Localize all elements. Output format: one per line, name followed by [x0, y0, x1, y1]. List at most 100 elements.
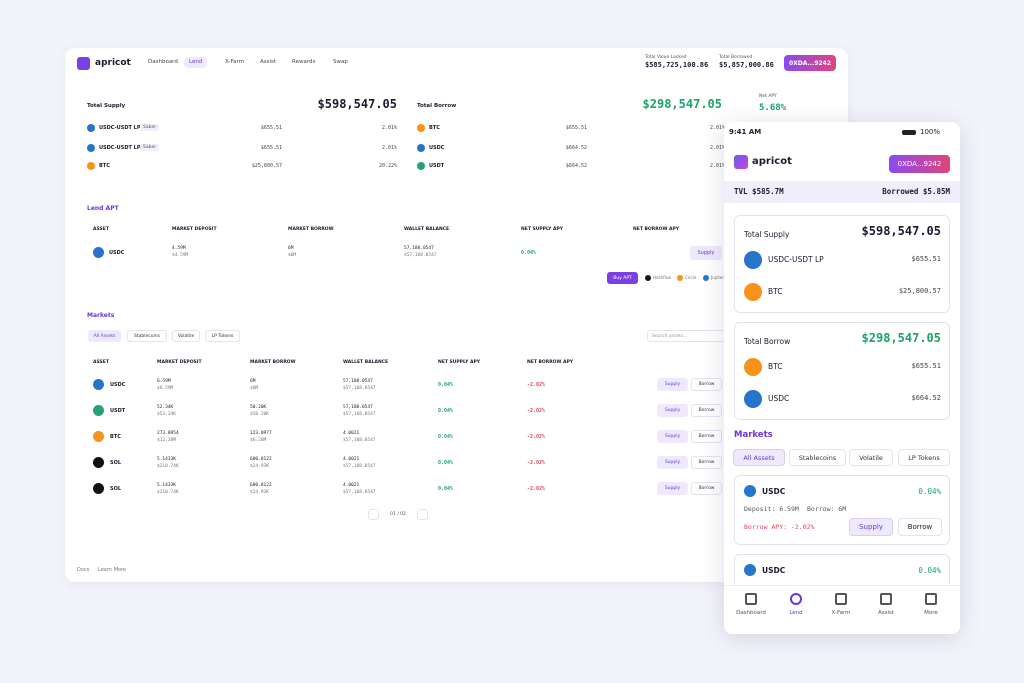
tab-label[interactable]: Dashboard — [736, 610, 766, 616]
filter-chip[interactable]: Volatile — [849, 449, 893, 466]
borrow-apy: -2.02% — [527, 382, 546, 388]
asset-amount: $655.51 — [565, 125, 587, 131]
stat-label: Total Borrowed — [719, 55, 753, 60]
filter-chip[interactable]: Stablecoins — [789, 449, 846, 466]
wallet-button[interactable]: 0XDA...9242 — [784, 55, 836, 71]
asset-icon — [744, 564, 756, 576]
asset-icon — [744, 283, 762, 301]
cell-secondary: $57,188.0547 — [343, 464, 376, 469]
tab-label[interactable]: More — [924, 610, 938, 616]
asset-amount: $664.52 — [565, 145, 587, 151]
cell-primary: 5.1433K — [157, 457, 176, 462]
wallet-button[interactable]: 0XDA...9242 — [889, 155, 950, 173]
buy-button[interactable]: Buy APT — [607, 272, 638, 284]
filter-chip[interactable]: All Assets — [733, 449, 785, 466]
card-total: $298,547.05 — [861, 331, 941, 345]
supply-apy: 0.04% — [438, 408, 454, 414]
borrow-button[interactable]: Borrow — [898, 518, 942, 536]
asset-icon — [93, 405, 104, 416]
stat-value: $585,725,100.86 — [645, 61, 709, 69]
cell-secondary: $57,188.0547 — [343, 412, 376, 417]
nav-item[interactable]: Lend — [184, 57, 208, 68]
nav-item[interactable]: Assist — [260, 59, 277, 65]
asset-icon — [93, 247, 104, 258]
tab-icon[interactable] — [925, 593, 937, 605]
cell-secondary: $50.20K — [250, 412, 269, 417]
asset-name: SOL — [110, 460, 122, 466]
asset-name: USDC-USDT LP — [99, 125, 141, 131]
partner-name[interactable]: Circle — [685, 275, 697, 280]
tab-icon[interactable] — [880, 593, 892, 605]
filter-chip[interactable]: All Assets — [88, 330, 121, 342]
logo-icon — [77, 57, 90, 70]
supply-button[interactable]: Supply — [657, 482, 688, 495]
footer-link[interactable]: Docs — [77, 567, 90, 573]
borrowed: Borrowed $5.85M — [882, 187, 950, 196]
summary-total: $598,547.05 — [317, 97, 397, 111]
asset-icon — [93, 483, 104, 494]
nav-item[interactable]: Dashboard — [148, 59, 178, 65]
cell-secondary: $24.93K — [250, 464, 269, 469]
status-time: 9:41 AM — [729, 128, 762, 136]
asset-icon — [93, 379, 104, 390]
asset-name: USDT — [429, 163, 445, 169]
filter-chip[interactable]: Stablecoins — [127, 330, 167, 342]
tab-icon[interactable] — [835, 593, 847, 605]
asset-name: USDT — [110, 408, 126, 414]
filter-chip[interactable]: Volatile — [172, 330, 200, 342]
page-next[interactable] — [417, 509, 428, 520]
column-header: NET BORROW APY — [633, 227, 680, 232]
net-apy-value: 5.68% — [759, 103, 787, 113]
borrow-button[interactable]: Borrow — [691, 378, 722, 391]
tab-icon[interactable] — [745, 593, 757, 605]
filter-chip[interactable]: LP Tokens — [205, 330, 240, 342]
cell-primary: 600.8122 — [250, 483, 272, 488]
column-header: ASSET — [93, 227, 109, 232]
partner-name[interactable]: Jupiter — [711, 275, 725, 280]
page-prev[interactable] — [368, 509, 379, 520]
asset-name: BTC — [99, 163, 110, 169]
supply-button[interactable]: Supply — [657, 430, 688, 443]
borrow-button[interactable]: Borrow — [691, 404, 722, 417]
supply-button[interactable]: Supply — [657, 378, 688, 391]
lend-apt-card: Lend APT ASSET MARKET DEPOSIT MARKET BORROW… — [77, 194, 749, 294]
nav-item[interactable]: X-Farm — [225, 59, 245, 65]
nav-item[interactable]: Rewards — [292, 59, 316, 65]
supply-apy: 0.04% — [438, 486, 454, 492]
borrow-card: Total Borrow $298,547.05 BTC $655.51 USDC $66… — [734, 322, 950, 420]
borrow-apy: -2.02% — [527, 486, 546, 492]
supply-apy: 0.04% — [438, 382, 454, 388]
card-title: Total Supply — [744, 230, 790, 239]
supply-button[interactable]: Supply — [690, 246, 722, 260]
borrow-apy: Borrow APY: -2.02% — [744, 523, 815, 531]
borrow-button[interactable]: Borrow — [691, 430, 722, 443]
cell-primary: 4.0021 — [343, 457, 360, 462]
borrow-apy: -2.02% — [527, 434, 546, 440]
supply-apy: 0.04% — [438, 460, 454, 466]
asset-amount: $25,800.57 — [251, 163, 282, 169]
asset-amount: $655.51 — [911, 255, 941, 263]
supply-button[interactable]: Supply — [657, 456, 688, 469]
borrow-button[interactable]: Borrow — [691, 482, 722, 495]
supply-button[interactable]: Supply — [657, 404, 688, 417]
asset-name: USDC — [110, 382, 126, 388]
borrow-apy: -2.02% — [527, 408, 546, 414]
supply-button[interactable]: Supply — [849, 518, 893, 536]
filter-chip[interactable]: LP Tokens — [898, 449, 950, 466]
tab-icon[interactable] — [790, 593, 802, 605]
asset-icon — [93, 431, 104, 442]
cell-secondary: $12.28M — [157, 438, 176, 443]
cell-secondary: $57,188.0547 — [343, 490, 376, 495]
cell-primary: 50.20K — [250, 405, 267, 410]
footer-link[interactable]: Learn More — [98, 567, 126, 573]
tab-label[interactable]: Lend — [789, 610, 803, 616]
borrow-button[interactable]: Borrow — [691, 456, 722, 469]
tab-label[interactable]: X-Farm — [831, 610, 851, 616]
supply-apy: 0.04% — [438, 434, 454, 440]
tab-label[interactable]: Assist — [877, 610, 895, 616]
asset-rate: 2.01% — [709, 163, 725, 169]
partner-name[interactable]: Hashflow — [653, 275, 672, 280]
asset-tag: Saber — [140, 144, 160, 151]
nav-item[interactable]: Swap — [333, 59, 348, 65]
status-icons — [902, 130, 916, 135]
